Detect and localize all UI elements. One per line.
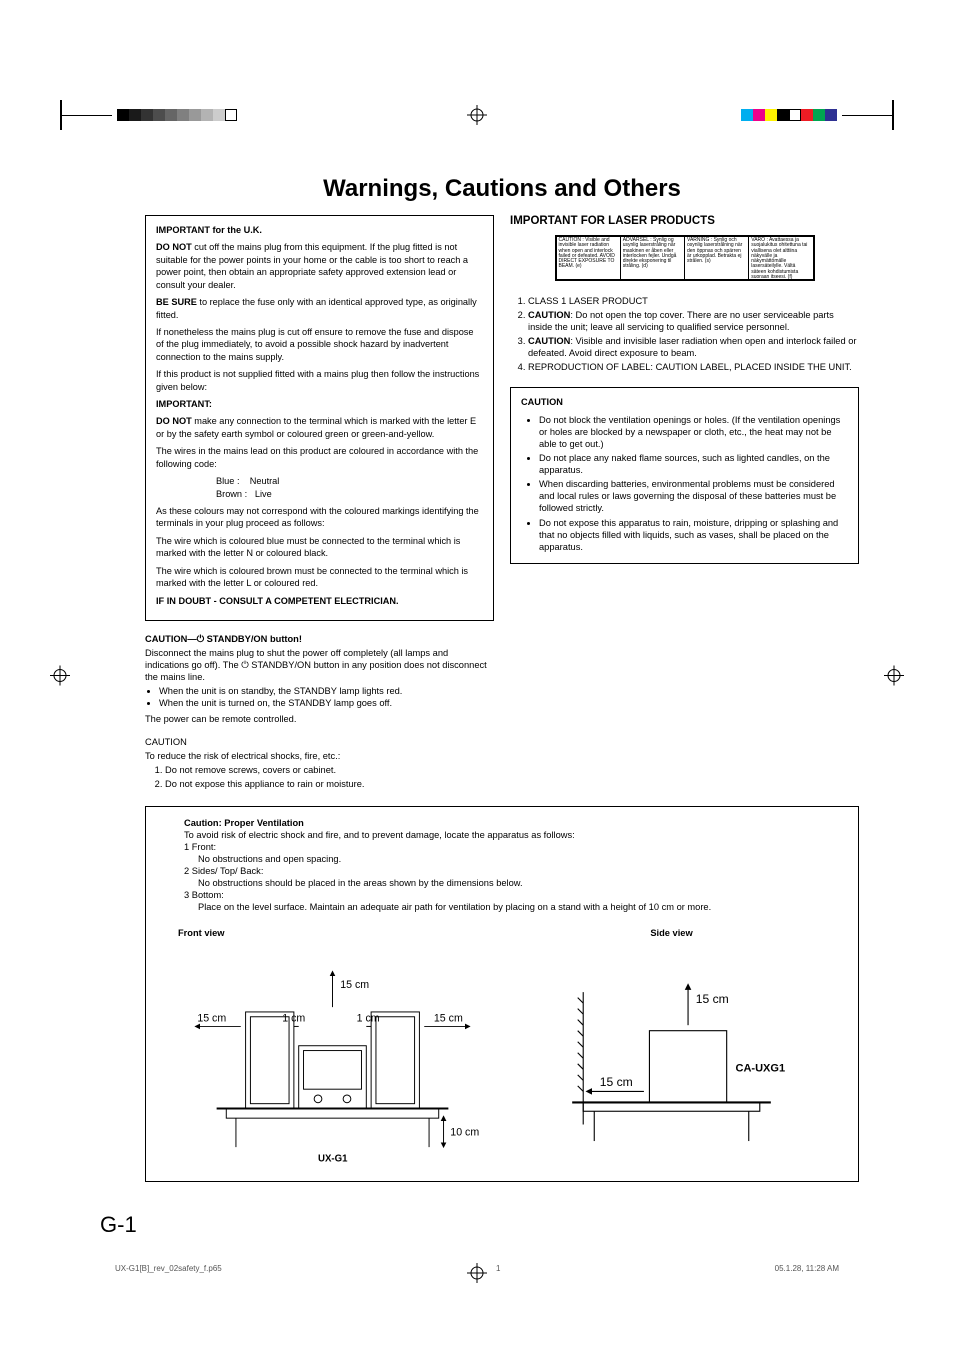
caution-short-p1: To reduce the risk of electrical shocks,… [145, 750, 494, 762]
caution-short-n1: Do not remove screws, covers or cabinet. [165, 764, 494, 776]
caution-short-heading: CAUTION [145, 736, 494, 748]
caution-box-heading: CAUTION [521, 396, 848, 408]
caution-short-n2: Do not expose this appliance to rain or … [165, 778, 494, 790]
ventilation-box: Caution: Proper Ventilation To avoid ris… [145, 806, 859, 1182]
uk-p9: The wire which is coloured brown must be… [156, 565, 483, 590]
right-column: IMPORTANT FOR LASER PRODUCTS CAUTION : V… [510, 215, 859, 800]
uk-p5: make any connection to the terminal whic… [156, 416, 476, 438]
brown-label: Brown : [216, 489, 247, 499]
laser-heading: IMPORTANT FOR LASER PRODUCTS [510, 215, 859, 227]
do-not-bold-2: DO NOT [156, 416, 192, 426]
side-view-svg: 15 cm 15 cm CA-UXG1 [517, 970, 826, 1169]
dim-inner-r: 1 cm [357, 1012, 380, 1024]
uk-p4: If this product is not supplied fitted w… [156, 368, 483, 393]
vent-l2: 2 Sides/ Top/ Back: [184, 865, 846, 877]
page-title: Warnings, Cautions and Others [145, 175, 859, 203]
caution-box: CAUTION Do not block the ventilation ope… [510, 387, 859, 563]
laser-n4: REPRODUCTION OF LABEL: CAUTION LABEL, PL… [528, 361, 859, 373]
vent-l1: 1 Front: [184, 841, 846, 853]
uk-doubt: IF IN DOUBT - CONSULT A COMPETENT ELECTR… [156, 595, 483, 607]
laser-cell-3: VARNING : Synlig och osynlig laserstråln… [685, 237, 749, 279]
caution-box-b4: Do not expose this apparatus to rain, mo… [539, 517, 848, 553]
standby-bullet-1: When the unit is on standby, the STANDBY… [159, 685, 494, 697]
laser-list: CLASS 1 LASER PRODUCT CAUTION: Do not op… [510, 295, 859, 373]
vent-l1b: No obstructions and open spacing. [184, 853, 846, 865]
uk-heading: IMPORTANT for the U.K. [156, 224, 483, 236]
laser-cell-2: ADVARSEL : Synlig og usynlig laserstråli… [621, 237, 685, 279]
vent-intro: To avoid risk of electric shock and fire… [184, 829, 846, 841]
side-view-title: Side view [517, 927, 826, 939]
caution-box-b2: Do not place any naked flame sources, su… [539, 452, 848, 476]
laser-n2: : Do not open the top cover. There are n… [528, 310, 834, 332]
uk-p3: If nonetheless the mains plug is cut off… [156, 326, 483, 363]
blue-label: Blue : [216, 476, 240, 486]
vent-l2b: No obstructions should be placed in the … [184, 877, 846, 889]
laser-n2-bold: CAUTION [528, 310, 570, 320]
side-view-diagram: Side view [517, 927, 826, 1171]
model-side: CA-UXG1 [736, 1062, 786, 1074]
uk-p1: cut off the mains plug from this equipme… [156, 242, 468, 289]
left-column: IMPORTANT for the U.K. DO NOT cut off th… [145, 215, 494, 800]
vent-l3b: Place on the level surface. Maintain an … [184, 901, 846, 913]
front-view-diagram: Front view [178, 927, 487, 1171]
blue-value: Neutral [250, 476, 280, 486]
crosshair-icon [467, 1263, 487, 1283]
be-sure-bold: BE SURE [156, 297, 197, 307]
dim-inner-l: 1 cm [282, 1012, 305, 1024]
page-content: Warnings, Cautions and Others IMPORTANT … [145, 175, 859, 1223]
front-view-title: Front view [178, 927, 487, 939]
standby-caution: CAUTION—⏻ STANDBY/ON button! Disconnect … [145, 633, 494, 726]
standby-bullet-2: When the unit is turned on, the STANDBY … [159, 697, 494, 709]
laser-warning-label: CAUTION : Visible and invisible laser ra… [555, 235, 815, 281]
color-strip [741, 109, 837, 121]
laser-n3-bold: CAUTION [528, 336, 570, 346]
uk-p6: The wires in the mains lead on this prod… [156, 445, 483, 470]
dim-bottom: 10 cm [450, 1126, 479, 1138]
crosshair-icon [50, 665, 70, 688]
caution-box-b3: When discarding batteries, environmental… [539, 478, 848, 514]
do-not-bold: DO NOT [156, 242, 192, 252]
dim-left: 15 cm [197, 1012, 226, 1024]
dim-top: 15 cm [340, 978, 369, 990]
grayscale-strip [117, 109, 237, 121]
standby-heading-b: STANDBY/ON button! [204, 634, 302, 644]
page-number: G-1 [100, 1212, 137, 1238]
front-view-svg: 15 cm 15 cm 15 cm 1 cm 1 cm 10 cm UX-G1 [178, 954, 487, 1166]
uk-p8: The wire which is coloured blue must be … [156, 535, 483, 560]
caution-short: CAUTION To reduce the risk of electrical… [145, 736, 494, 790]
crosshair-icon [467, 105, 487, 128]
caution-box-b1: Do not block the ventilation openings or… [539, 414, 848, 450]
crosshair-icon [884, 665, 904, 688]
uk-p2: to replace the fuse only with an identic… [156, 297, 477, 319]
standby-p1: Disconnect the mains plug to shut the po… [145, 647, 494, 683]
registration-marks-bottom [0, 1263, 954, 1303]
standby-p2: The power can be remote controlled. [145, 713, 494, 725]
dim-side-back: 15 cm [600, 1074, 633, 1088]
uk-important-box: IMPORTANT for the U.K. DO NOT cut off th… [145, 215, 494, 621]
dim-side-top: 15 cm [696, 992, 729, 1006]
laser-n1: CLASS 1 LASER PRODUCT [528, 295, 859, 307]
standby-heading-a: CAUTION— [145, 634, 197, 644]
power-icon: ⏻ [197, 634, 204, 644]
laser-cell-1: CAUTION : Visible and invisible laser ra… [557, 237, 621, 279]
uk-important-label: IMPORTANT: [156, 398, 483, 410]
vent-heading: Caution: Proper Ventilation [184, 817, 846, 829]
laser-n3: : Visible and invisible laser radiation … [528, 336, 857, 358]
brown-value: Live [255, 489, 272, 499]
dim-right: 15 cm [434, 1012, 463, 1024]
uk-p7: As these colours may not correspond with… [156, 505, 483, 530]
laser-cell-4: VARO : Avattaessa ja suojalukitus ohitet… [749, 237, 812, 279]
model-front: UX-G1 [318, 1153, 348, 1164]
vent-l3: 3 Bottom: [184, 889, 846, 901]
